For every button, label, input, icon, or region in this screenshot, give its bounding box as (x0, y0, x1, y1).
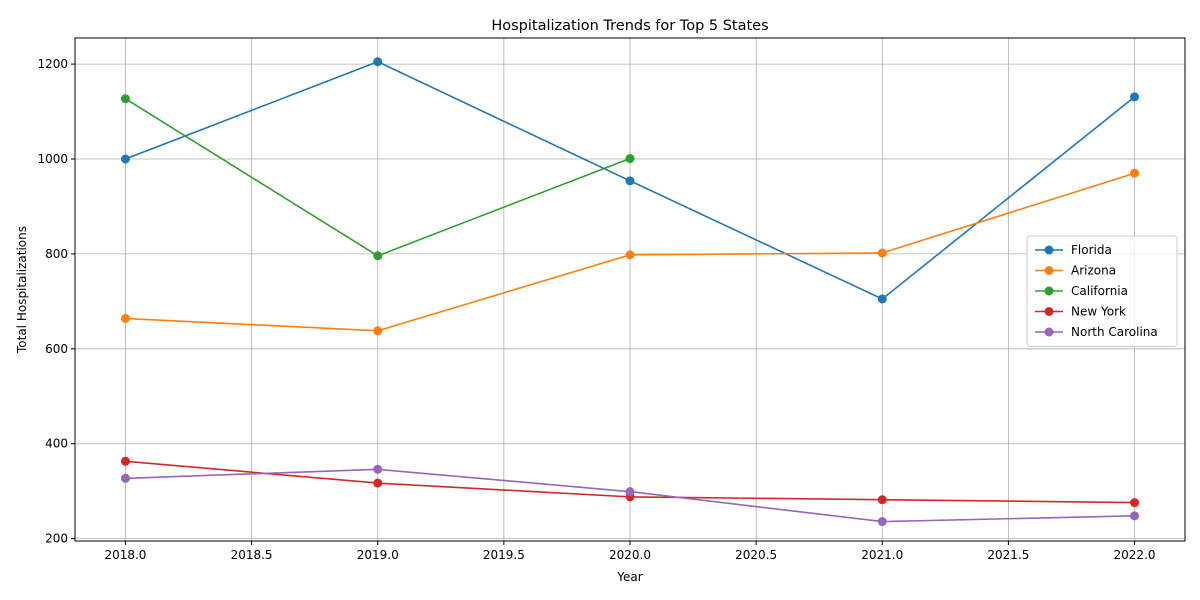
x-axis-ticks: 2018.0 2018.5 2019.0 2019.5 2020.0 2020.5 2021… (104, 541, 1156, 562)
data-point (1130, 92, 1140, 102)
legend-swatch-marker (1044, 245, 1054, 255)
legend-item-north-carolina: North Carolina (1035, 325, 1158, 339)
data-point (625, 154, 635, 164)
y-tick-label: 400 (45, 437, 68, 451)
legend-label: New York (1071, 305, 1126, 319)
legend-swatch-marker (1044, 307, 1054, 316)
series-california (120, 94, 635, 261)
legend-swatch-marker (1044, 286, 1054, 296)
legend-label: Florida (1071, 243, 1112, 257)
data-point (625, 176, 635, 186)
data-point (120, 154, 130, 164)
legend: Florida Arizona California New York North Ca… (1026, 235, 1178, 347)
data-point (120, 456, 130, 466)
data-point (120, 313, 130, 323)
legend-box (1026, 235, 1178, 347)
legend-item-florida: Florida (1035, 243, 1112, 257)
data-point (625, 250, 635, 260)
y-tick-label: 200 (45, 532, 68, 546)
series-layer (120, 57, 1140, 527)
y-axis-title: Total Hospitalizations (15, 226, 29, 354)
x-tick-label: 2022.0 (1114, 548, 1156, 562)
data-point (877, 294, 887, 304)
series-florida (120, 57, 1140, 304)
legend-swatch-marker (1044, 327, 1054, 337)
data-point (1130, 498, 1140, 508)
data-point (120, 94, 130, 104)
x-tick-label: 2021.5 (987, 548, 1029, 562)
legend-label: North Carolina (1071, 325, 1158, 339)
data-point (877, 517, 887, 527)
legend-item-arizona: Arizona (1035, 264, 1116, 278)
series-north-carolina (120, 464, 1140, 527)
chart-title: Hospitalization Trends for Top 5 States (491, 18, 768, 34)
x-tick-label: 2020.5 (735, 548, 777, 562)
data-point (373, 478, 383, 488)
x-axis-title: Year (616, 570, 642, 584)
x-tick-label: 2018.0 (104, 548, 146, 562)
legend-item-california: California (1035, 284, 1128, 298)
y-tick-label: 1000 (37, 152, 68, 166)
data-point (373, 464, 383, 474)
y-axis-ticks: 200 400 600 800 1000 1200 (37, 57, 75, 546)
legend-swatch-marker (1044, 266, 1054, 275)
y-tick-label: 1200 (37, 57, 68, 71)
legend-label: Arizona (1071, 264, 1116, 278)
y-tick-label: 800 (45, 247, 68, 261)
x-tick-label: 2018.5 (231, 548, 273, 562)
x-tick-label: 2019.0 (357, 548, 399, 562)
x-tick-label: 2019.5 (483, 548, 525, 562)
y-tick-label: 600 (45, 342, 68, 356)
data-point (373, 251, 383, 261)
data-point (1130, 511, 1140, 521)
x-tick-label: 2020.0 (609, 548, 651, 562)
legend-label: California (1071, 284, 1128, 298)
data-point (373, 57, 383, 67)
series-arizona (120, 168, 1140, 336)
legend-item-new-york: New York (1035, 305, 1126, 319)
data-point (120, 473, 130, 483)
data-point (877, 248, 887, 258)
data-point (373, 326, 383, 336)
x-tick-label: 2021.0 (861, 548, 903, 562)
data-point (625, 487, 635, 497)
data-point (877, 495, 887, 505)
data-point (1130, 168, 1140, 178)
